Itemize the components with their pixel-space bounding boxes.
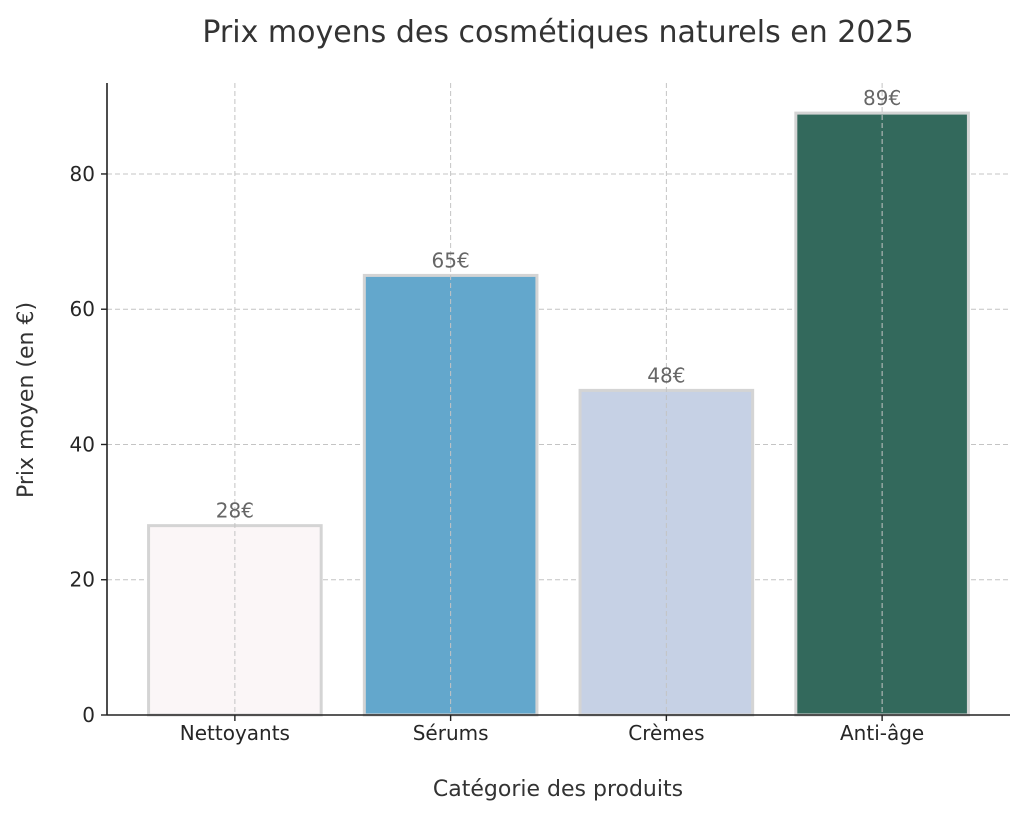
y-tick-label: 20 — [70, 568, 95, 592]
x-axis-label: Catégorie des produits — [433, 777, 683, 802]
y-ticks: 0 20 40 60 80 — [70, 162, 107, 727]
data-label: 28€ — [216, 499, 254, 523]
y-tick-label: 60 — [70, 297, 95, 321]
data-label: 48€ — [647, 363, 685, 387]
bars — [147, 111, 970, 717]
x-ticks: Nettoyants Sérums Crèmes Anti-âge — [180, 715, 924, 745]
y-tick-label: 80 — [70, 162, 95, 186]
y-tick-label: 40 — [70, 432, 95, 456]
y-tick-label: 0 — [82, 703, 95, 727]
chart-title: Prix moyens des cosmétiques naturels en … — [202, 15, 913, 50]
data-label: 89€ — [863, 86, 901, 110]
data-labels: 28€ 65€ 48€ 89€ — [216, 86, 901, 523]
x-tick-label: Crèmes — [628, 721, 704, 745]
data-label: 65€ — [432, 248, 470, 272]
axes — [106, 83, 1010, 716]
x-tick-label: Sérums — [413, 721, 489, 745]
vertical-grid — [234, 83, 883, 715]
x-tick-label: Nettoyants — [180, 721, 290, 745]
y-axis-label: Prix moyen (en €) — [14, 302, 39, 498]
x-tick-label: Anti-âge — [840, 721, 924, 745]
